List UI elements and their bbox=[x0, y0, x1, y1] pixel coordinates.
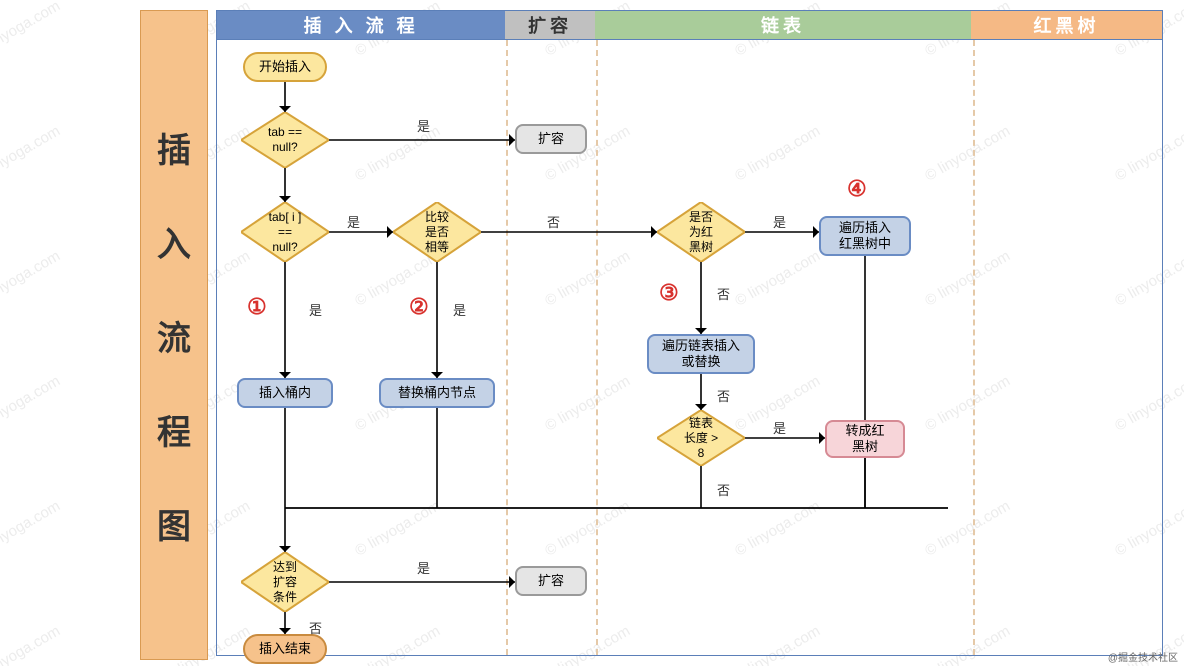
side-title-char: 图 bbox=[157, 499, 191, 548]
step-marker: ③ bbox=[659, 280, 679, 306]
swimlane-header-cell: 红黑树 bbox=[971, 11, 1162, 39]
step-marker: ② bbox=[409, 294, 429, 320]
node-d_len8: 链表长度 >8 bbox=[657, 410, 745, 466]
node-p_linkins: 遍历链表插入或替换 bbox=[647, 334, 755, 374]
node-p_resize1: 扩容 bbox=[515, 124, 587, 154]
node-p_torbt: 转成红黑树 bbox=[825, 420, 905, 458]
step-marker: ④ bbox=[847, 176, 867, 202]
swimlane-header: 插 入 流 程扩容链表红黑树 bbox=[216, 10, 1163, 40]
node-d_tabnull: tab ==null? bbox=[241, 112, 329, 168]
side-title-char: 程 bbox=[157, 405, 191, 454]
node-d_thresh: 达到扩容条件 bbox=[241, 552, 329, 612]
edge-label: 是 bbox=[773, 418, 786, 437]
node-p_rbtins: 遍历插入红黑树中 bbox=[819, 216, 911, 256]
node-d_tabinull: tab[ i ]==null? bbox=[241, 202, 329, 262]
node-start: 开始插入 bbox=[243, 52, 327, 82]
swimlane-header-cell: 链表 bbox=[595, 11, 971, 39]
edge-label: 否 bbox=[717, 386, 730, 405]
swimlane-header-cell: 扩容 bbox=[505, 11, 595, 39]
flow-canvas: 开始插入tab ==null?扩容tab[ i ]==null?比较是否相等是否… bbox=[216, 40, 1163, 656]
edge-label: 否 bbox=[717, 284, 730, 303]
edge-label: 是 bbox=[417, 116, 430, 135]
edge-label: 是 bbox=[453, 300, 466, 319]
step-marker: ① bbox=[247, 294, 267, 320]
footer-credit: @掘金技术社区 bbox=[1108, 649, 1178, 664]
side-title-char: 插 bbox=[157, 123, 191, 172]
edge-label: 是 bbox=[773, 212, 786, 231]
edge-label: 否 bbox=[717, 480, 730, 499]
swimlane-header-cell: 插 入 流 程 bbox=[217, 11, 505, 39]
node-p_insbucket: 插入桶内 bbox=[237, 378, 333, 408]
edge-label: 是 bbox=[309, 300, 322, 319]
node-p_replace: 替换桶内节点 bbox=[379, 378, 495, 408]
side-title-char: 流 bbox=[157, 311, 191, 360]
node-d_isrbt: 是否为红黑树 bbox=[657, 202, 745, 262]
edge-label: 否 bbox=[309, 618, 322, 637]
node-d_equal: 比较是否相等 bbox=[393, 202, 481, 262]
side-title-bar: 插 入 流 程 图 bbox=[140, 10, 208, 660]
edge-label: 是 bbox=[417, 558, 430, 577]
edge-label: 是 bbox=[347, 212, 360, 231]
node-end: 插入结束 bbox=[243, 634, 327, 664]
side-title-char: 入 bbox=[157, 217, 191, 266]
edge-label: 否 bbox=[547, 212, 560, 231]
node-p_resize2: 扩容 bbox=[515, 566, 587, 596]
